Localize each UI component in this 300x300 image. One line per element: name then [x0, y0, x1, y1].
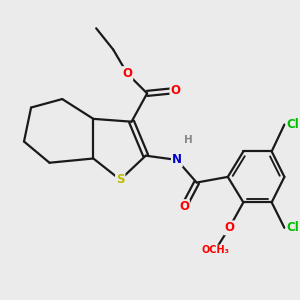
Text: S: S [116, 173, 124, 186]
Text: OCH₃: OCH₃ [201, 245, 229, 256]
Text: Cl: Cl [286, 221, 299, 234]
Text: N: N [172, 153, 182, 167]
Text: H: H [184, 135, 193, 145]
Text: O: O [122, 67, 132, 80]
Text: O: O [179, 200, 189, 213]
Text: O: O [170, 84, 180, 97]
Text: O: O [224, 221, 234, 234]
Text: Cl: Cl [286, 118, 299, 131]
